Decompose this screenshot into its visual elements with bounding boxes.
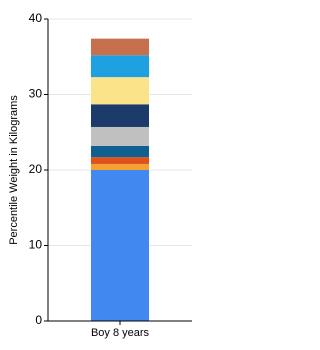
bar-segment (91, 126, 149, 146)
bar-segment (91, 55, 149, 78)
y-tick-label: 40 (29, 11, 43, 25)
y-tick-label: 10 (29, 238, 43, 252)
bar-segment (91, 38, 149, 56)
y-tick-label: 0 (35, 313, 42, 327)
bar-segment (91, 170, 149, 321)
bar-segment (91, 163, 149, 170)
bar-segment (91, 145, 149, 158)
bar-segment (91, 157, 149, 164)
x-tick-label: Boy 8 years (91, 327, 150, 339)
chart: Percentile Weight in Kilograms 0 10 20 30 40… (8, 11, 192, 339)
y-tick-label: 30 (29, 87, 43, 101)
y-axis-label: Percentile Weight in Kilograms (8, 95, 20, 245)
y-tick-label: 20 (29, 162, 43, 176)
bar-segment (91, 77, 149, 105)
bar-segment (91, 104, 149, 127)
